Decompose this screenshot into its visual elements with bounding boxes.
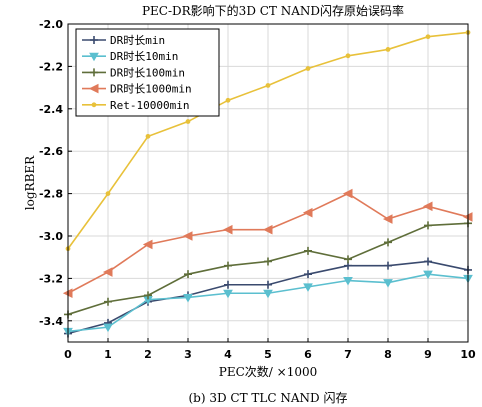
x-tick-label: 2: [144, 348, 152, 361]
legend-item: Ret-10000min: [82, 99, 189, 112]
data-point: [424, 257, 432, 266]
data-point: [222, 224, 233, 235]
data-point: [384, 261, 392, 270]
data-point: [223, 289, 233, 299]
data-point: [265, 83, 271, 88]
data-point: [342, 188, 353, 199]
y-tick-label: -2.0: [39, 18, 63, 31]
series-3: [62, 188, 473, 299]
legend-marker: [90, 68, 98, 77]
data-point: [264, 280, 272, 289]
data-point: [345, 53, 351, 59]
legend-label: DR时长1000min: [110, 83, 192, 96]
y-tick-label: -2.2: [39, 60, 63, 73]
data-point: [305, 66, 311, 71]
data-point: [144, 291, 152, 300]
legend-marker: [89, 52, 99, 62]
legend-label: DR时长min: [110, 34, 165, 47]
data-point: [105, 191, 111, 197]
legend-item: DR时长min: [82, 34, 165, 47]
data-point: [263, 289, 273, 299]
data-point: [145, 133, 151, 139]
data-point: [304, 246, 312, 255]
x-tick-label: 4: [224, 348, 232, 361]
x-tick-label: 5: [264, 348, 272, 361]
data-point: [302, 207, 313, 218]
data-point: [104, 297, 112, 306]
data-point: [224, 280, 232, 289]
data-point: [384, 238, 392, 247]
legend-marker: [88, 83, 99, 94]
data-point: [102, 267, 113, 277]
data-point: [103, 323, 113, 333]
x-tick-label: 1: [104, 348, 112, 361]
data-point: [185, 119, 191, 124]
data-point: [424, 221, 432, 230]
data-point: [184, 270, 192, 279]
x-tick-label: 10: [460, 348, 476, 361]
data-point: [343, 277, 353, 286]
data-point: [182, 231, 193, 241]
y-axis-label: logRBER: [23, 155, 37, 210]
x-tick-label: 7: [344, 348, 352, 361]
data-point: [264, 257, 272, 266]
x-tick-label: 3: [184, 348, 192, 361]
data-point: [423, 270, 433, 280]
legend-item: DR时长100min: [82, 66, 185, 79]
legend-marker: [90, 36, 98, 44]
y-tick-label: -2.8: [39, 188, 63, 201]
data-point: [382, 214, 393, 224]
data-point: [183, 293, 193, 303]
legend-item: DR时长1000min: [82, 83, 192, 96]
data-point: [262, 224, 273, 235]
y-tick-label: -3.4: [39, 315, 63, 328]
data-point: [425, 34, 431, 40]
data-point: [224, 261, 232, 270]
legend-label: DR时长10min: [110, 50, 178, 63]
x-tick-label: 6: [304, 348, 312, 361]
x-tick-label: 8: [384, 348, 392, 361]
x-tick-label: 0: [64, 348, 72, 361]
x-tick-label: 9: [424, 348, 432, 361]
y-tick-label: -2.4: [39, 103, 63, 116]
series-4: [65, 30, 471, 252]
series-1: [63, 270, 473, 337]
series-layer: [62, 30, 473, 338]
data-point: [383, 279, 393, 288]
legend-marker: [91, 102, 97, 108]
y-tick-label: -3.2: [39, 272, 63, 285]
tick-layer: 0 1 2 3 4 5 6 7 8 9 10 -3.4 -3.2 -3.0 -2.8 -2.6 -2.4 -2.2…: [39, 18, 476, 361]
data-point: [303, 283, 313, 292]
y-tick-label: -3.0: [39, 230, 63, 243]
y-tick-label: -2.6: [39, 145, 63, 158]
data-point: [385, 47, 391, 52]
data-point: [304, 270, 312, 279]
figure-caption: (b) 3D CT TLC NAND 闪存: [188, 391, 347, 405]
legend: DR时长min DR时长10min DR时长100min DR时长1000min Ret…: [75, 28, 220, 117]
data-point: [422, 201, 433, 212]
data-point: [225, 97, 231, 103]
legend-item: DR时长10min: [82, 50, 178, 63]
chart-title: PEC-DR影响下的3D CT NAND闪存原始误码率: [142, 3, 404, 18]
x-axis-label: PEC次数/ ×1000: [219, 364, 317, 379]
legend-label: Ret-10000min: [110, 99, 189, 112]
legend-label: DR时长100min: [110, 66, 185, 79]
data-point: [142, 239, 153, 250]
data-point: [344, 255, 352, 264]
